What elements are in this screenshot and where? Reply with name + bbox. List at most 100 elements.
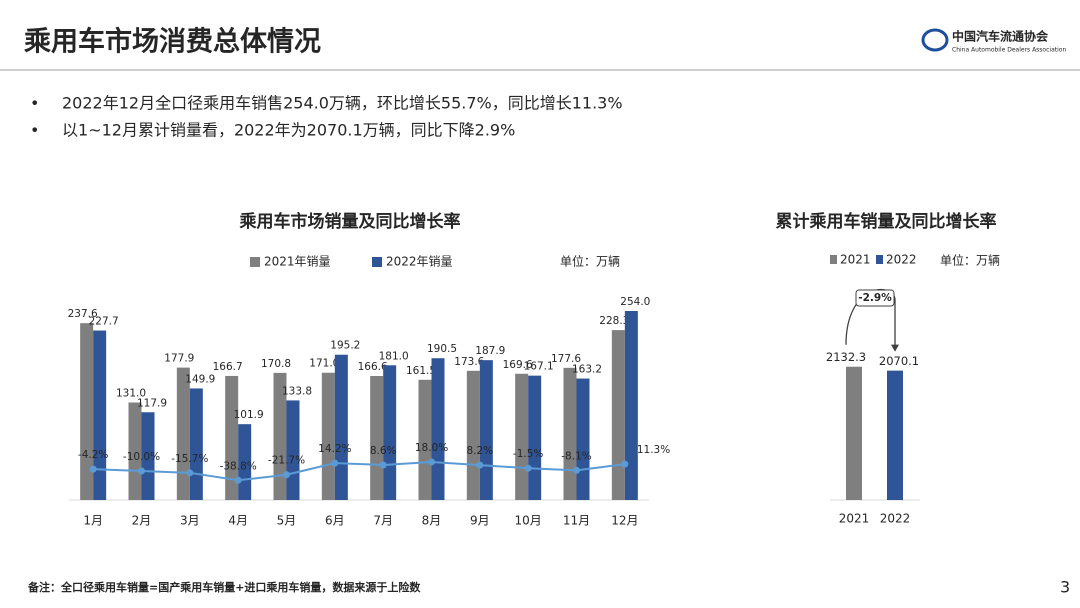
yoy-point [234, 476, 242, 484]
x-tick-label: 2022 [880, 512, 911, 526]
bar-label: 177.9 [164, 353, 194, 365]
yoy-point [476, 461, 484, 469]
yoy-label: -38.8% [220, 460, 257, 472]
bar-label: 190.5 [427, 343, 457, 355]
yoy-label: 8.6% [370, 445, 397, 457]
bar-label: 227.7 [89, 316, 119, 328]
x-tick-label: 8月 [422, 514, 442, 528]
yoy-label: -10.0% [123, 451, 160, 463]
bar-label: 2070.1 [879, 354, 919, 368]
yoy-label: 8.2% [466, 445, 493, 457]
yoy-label: -4.2% [78, 449, 108, 461]
footnote: 备注：全口径乘用车销量=国产乘用车销量+进口乘用车销量，数据来源于上险数 [27, 580, 421, 594]
x-tick-label: 7月 [373, 514, 393, 528]
legend-label: 2021 [840, 253, 871, 267]
bar-label: 171.0 [309, 358, 339, 370]
bar [846, 366, 862, 500]
bar-label: 181.0 [379, 350, 409, 362]
legend-label: 2022年销量 [386, 255, 453, 269]
bullet: 以1~12月累计销量看，2022年为2070.1万辆，同比下降2.9% [62, 121, 515, 140]
bar [334, 354, 348, 500]
yoy-label: -21.7% [268, 455, 305, 467]
bar [466, 370, 480, 500]
bar [418, 379, 432, 500]
bar-label: 133.8 [282, 385, 312, 397]
x-tick-label: 1月 [83, 514, 103, 528]
bar [563, 367, 577, 500]
bar-label: 117.9 [137, 397, 167, 409]
yoy-point [428, 458, 435, 466]
bullet: 2022年12月全口径乘用车销售254.0万辆，环比增长55.7%，同比增长11… [62, 94, 623, 113]
yoy-label: 14.2% [318, 443, 351, 455]
unit-label: 单位：万辆 [560, 254, 620, 269]
chart-title: 乘用车市场销量及同比增长率 [239, 211, 461, 232]
logo-cn: 中国汽车流通协会 [952, 29, 1049, 44]
bar [93, 330, 107, 500]
bar [80, 323, 94, 500]
yoy-label: -8.1% [561, 450, 591, 462]
logo: 中国汽车流通协会 China Automobile Dealers Associ… [921, 28, 1066, 54]
x-tick-label: 4月 [228, 514, 248, 528]
bar [286, 400, 300, 500]
bar-label: 149.9 [185, 373, 215, 385]
logo-icon [921, 28, 949, 52]
bar-label: 169.6 [503, 359, 533, 371]
bar-label: 166.7 [213, 361, 243, 373]
legend-label: 2022 [886, 253, 917, 267]
bar-label: 166.6 [358, 361, 388, 373]
bar-label: 101.9 [234, 409, 264, 421]
bullet-dot: • [30, 121, 39, 140]
bar-label: 187.9 [475, 345, 505, 357]
bar [624, 310, 638, 500]
yoy-line [93, 460, 625, 482]
bar-label: 195.2 [330, 340, 360, 352]
bar [887, 370, 903, 500]
x-tick-label: 12月 [611, 514, 638, 528]
yoy-point [283, 471, 290, 479]
bar-label: 167.1 [524, 361, 554, 373]
bar [528, 375, 542, 500]
yoy-point [186, 469, 194, 477]
yoy-label: -1.5% [513, 448, 543, 460]
bar [515, 373, 529, 500]
bar-label: 161.5 [406, 365, 436, 377]
yoy-point [573, 466, 580, 474]
annotation-box [855, 289, 895, 307]
bar [370, 376, 384, 500]
yoy-point [89, 465, 97, 473]
x-tick-label: 11月 [563, 514, 590, 528]
bar [611, 330, 625, 500]
bar-label: 228.3 [599, 315, 629, 327]
x-tick-label: 9月 [470, 514, 490, 528]
x-tick-label: 2月 [132, 514, 152, 528]
x-tick-label: 10月 [515, 514, 542, 528]
yoy-point [138, 467, 145, 475]
bar [431, 358, 445, 500]
yoy-point [524, 464, 532, 472]
bar [479, 360, 493, 500]
legend-swatch [876, 255, 883, 264]
arrow-head [891, 344, 899, 352]
bar [189, 388, 203, 500]
yoy-point [379, 461, 387, 469]
bar [225, 375, 239, 500]
slide-title: 乘用车市场消费总体情况 [23, 26, 321, 58]
bar [273, 372, 287, 500]
bar-label: 170.8 [261, 358, 291, 370]
x-tick-label: 2021 [839, 512, 870, 526]
legend-swatch [830, 255, 837, 264]
bar-label: 177.6 [551, 353, 581, 365]
bar [576, 378, 590, 500]
x-tick-label: 5月 [277, 514, 297, 528]
yoy-point [331, 459, 339, 467]
annotation: -2.9% [858, 292, 892, 304]
bar-label: 237.6 [68, 308, 98, 320]
x-tick-label: 6月 [325, 514, 345, 528]
yoy-label: 18.0% [415, 442, 448, 454]
bar-label: 173.6 [454, 356, 484, 368]
page-number: 3 [1060, 578, 1070, 597]
bar [141, 412, 155, 500]
bar [176, 367, 190, 500]
chart-title: 累计乘用车销量及同比增长率 [776, 211, 997, 232]
